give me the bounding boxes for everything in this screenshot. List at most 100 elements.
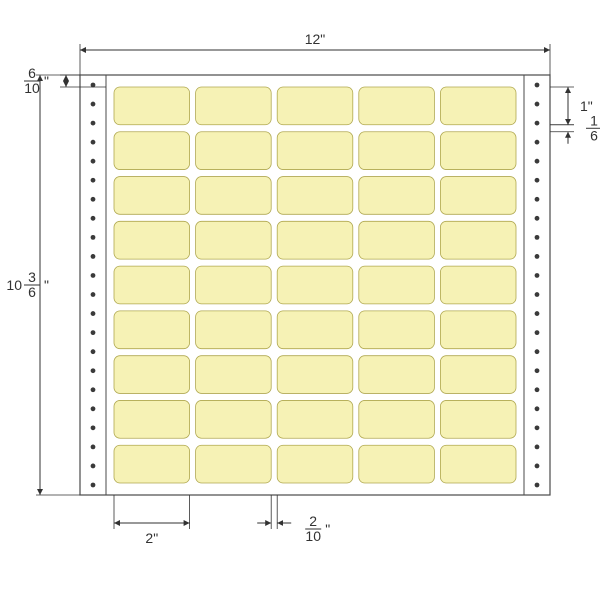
label-cell <box>359 177 435 215</box>
sprocket-hole <box>91 311 96 316</box>
sprocket-hole <box>535 216 540 221</box>
svg-text:6: 6 <box>590 127 598 143</box>
svg-text:10: 10 <box>305 528 321 544</box>
label-cell <box>440 356 516 394</box>
label-cell <box>196 87 272 125</box>
label-cell <box>196 311 272 349</box>
sprocket-hole <box>91 140 96 145</box>
sprocket-hole <box>91 445 96 450</box>
sprocket-hole <box>91 483 96 488</box>
label-cell <box>114 177 190 215</box>
sprocket-hole <box>91 121 96 126</box>
label-cell <box>440 177 516 215</box>
label-cell <box>440 87 516 125</box>
label-cell <box>196 266 272 304</box>
label-cell <box>440 266 516 304</box>
label-cell <box>114 445 190 483</box>
label-cell <box>114 221 190 259</box>
label-cell <box>440 311 516 349</box>
label-cell <box>196 445 272 483</box>
label-cell <box>277 87 353 125</box>
sprocket-hole <box>535 121 540 126</box>
sprocket-hole <box>535 445 540 450</box>
sprocket-hole <box>535 330 540 335</box>
svg-text:6: 6 <box>28 284 36 300</box>
label-cell <box>359 356 435 394</box>
label-cell <box>440 221 516 259</box>
label-cell <box>114 132 190 170</box>
label-cell <box>114 400 190 438</box>
dimension-fraction: 10 36 " <box>6 269 49 300</box>
label-cell <box>277 445 353 483</box>
label-cell <box>440 132 516 170</box>
label-cell <box>196 400 272 438</box>
sprocket-hole <box>535 483 540 488</box>
svg-text:1: 1 <box>590 112 598 128</box>
sprocket-hole <box>91 292 96 297</box>
label-cell <box>277 356 353 394</box>
label-cell <box>440 400 516 438</box>
label-cell <box>359 132 435 170</box>
sprocket-hole <box>91 425 96 430</box>
label-cell <box>114 87 190 125</box>
label-cell <box>196 132 272 170</box>
svg-text:": " <box>44 277 49 293</box>
sprocket-hole <box>91 273 96 278</box>
label-cell <box>359 87 435 125</box>
sprocket-hole <box>91 254 96 259</box>
svg-text:2: 2 <box>309 513 317 529</box>
sprocket-hole <box>91 464 96 469</box>
sprocket-hole <box>91 406 96 411</box>
svg-text:10: 10 <box>6 277 22 293</box>
label-sheet-diagram: 12"610"1036"1"162"210" <box>0 0 600 600</box>
label-cell <box>114 266 190 304</box>
sprocket-hole <box>91 349 96 354</box>
sprocket-hole <box>535 349 540 354</box>
label-cell <box>196 177 272 215</box>
sprocket-hole <box>535 464 540 469</box>
sprocket-hole <box>91 216 96 221</box>
sprocket-hole <box>535 178 540 183</box>
label-cell <box>359 221 435 259</box>
sprocket-hole <box>91 387 96 392</box>
sprocket-hole <box>91 368 96 373</box>
sprocket-hole <box>91 235 96 240</box>
sprocket-hole <box>535 368 540 373</box>
label-cell <box>277 132 353 170</box>
sprocket-hole <box>91 178 96 183</box>
sprocket-hole <box>535 140 540 145</box>
label-cell <box>277 400 353 438</box>
sprocket-hole <box>535 387 540 392</box>
label-cell <box>359 266 435 304</box>
sprocket-hole <box>535 159 540 164</box>
sprocket-hole <box>535 102 540 107</box>
sprocket-hole <box>91 197 96 202</box>
label-cell <box>359 311 435 349</box>
label-cell <box>277 266 353 304</box>
svg-text:6: 6 <box>28 65 36 81</box>
sprocket-hole <box>535 425 540 430</box>
label-cell <box>440 445 516 483</box>
label-cell <box>114 356 190 394</box>
label-cell <box>196 221 272 259</box>
svg-text:12": 12" <box>305 31 326 47</box>
svg-text:": " <box>325 521 330 537</box>
dimension-fraction: 610" <box>24 65 49 96</box>
label-cell <box>114 311 190 349</box>
svg-text:3: 3 <box>28 269 36 285</box>
sprocket-hole <box>91 330 96 335</box>
dimension-fraction: 16 <box>586 112 600 143</box>
sprocket-hole <box>535 273 540 278</box>
svg-text:10: 10 <box>24 80 40 96</box>
sprocket-hole <box>91 159 96 164</box>
sprocket-hole <box>91 102 96 107</box>
sprocket-hole <box>535 83 540 88</box>
sprocket-hole <box>535 254 540 259</box>
svg-text:2": 2" <box>145 530 158 546</box>
label-cell <box>359 445 435 483</box>
label-cell <box>277 221 353 259</box>
sprocket-hole <box>535 311 540 316</box>
dimension-fraction: 210" <box>305 513 330 544</box>
sprocket-hole <box>535 197 540 202</box>
sprocket-hole <box>535 235 540 240</box>
